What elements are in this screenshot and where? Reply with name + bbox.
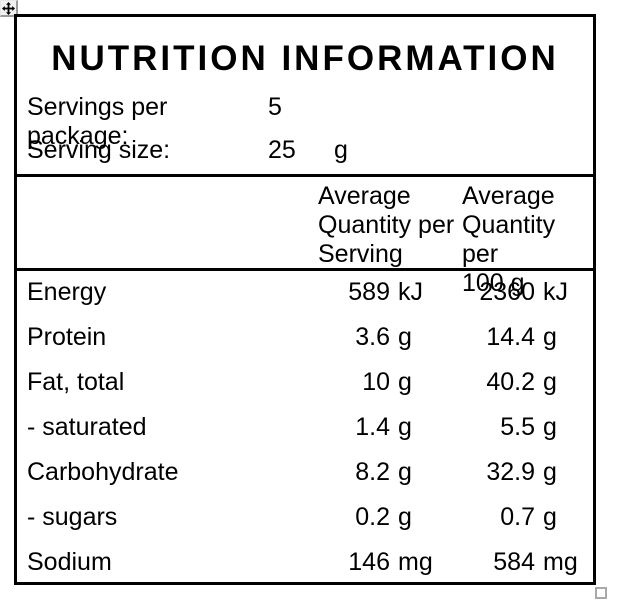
table-row-carbohydrate: Carbohydrate 8.2 g 32.9 g — [17, 451, 593, 496]
per-100g-value: 2360 — [479, 278, 535, 306]
nutrient-name: - saturated — [27, 413, 147, 441]
table-row-sugars: - sugars 0.2 g 0.7 g — [17, 496, 593, 541]
per-100g-value: 32.9 — [486, 458, 535, 486]
divider-line — [17, 174, 593, 177]
nutrient-name: Sodium — [27, 548, 112, 576]
servings-per-package-row: Servings per package: 5 — [17, 90, 593, 150]
column-header-row: Average Quantity per Serving Average Qua… — [17, 177, 593, 297]
per-serving-value: 8.2 — [355, 458, 390, 486]
per-serving-unit: g — [398, 458, 412, 486]
table-row-fat-total: Fat, total 10 g 40.2 g — [17, 361, 593, 406]
per-serving-unit: g — [398, 368, 412, 396]
per-100g-unit: g — [543, 458, 557, 486]
table-resize-handle[interactable] — [595, 587, 607, 599]
per-100g-value: 5.5 — [500, 413, 535, 441]
per-100g-value: 40.2 — [486, 368, 535, 396]
nutrient-name: - sugars — [27, 503, 118, 531]
per-serving-value: 0.2 — [355, 503, 390, 531]
per-serving-unit: g — [398, 413, 412, 441]
table-row-sodium: Sodium 146 mg 584 mg — [17, 541, 593, 582]
per-serving-value: 589 — [348, 278, 390, 306]
column-header-per-serving: Average Quantity per Serving — [318, 182, 455, 268]
per-100g-value: 14.4 — [486, 323, 535, 351]
per-serving-unit: mg — [398, 548, 433, 576]
per-100g-unit: g — [543, 503, 557, 531]
serving-size-unit: g — [334, 136, 348, 164]
table-move-arrow-icon — [2, 1, 15, 15]
per-100g-value: 0.7 — [500, 503, 535, 531]
divider-line — [17, 268, 593, 271]
per-100g-unit: mg — [543, 548, 578, 576]
nutrition-information-table: NUTRITION INFORMATION Servings per packa… — [14, 14, 596, 585]
per-100g-unit: kJ — [543, 278, 568, 306]
table-move-handle[interactable] — [0, 0, 18, 17]
column-header-per-100g: Average Quantity per 100 g — [462, 182, 556, 297]
serving-size-label: Serving size: — [27, 136, 171, 164]
per-serving-unit: kJ — [398, 278, 423, 306]
nutrient-name: Protein — [27, 323, 107, 351]
per-100g-unit: g — [543, 413, 557, 441]
per-serving-unit: g — [398, 323, 412, 351]
servings-per-package-value: 5 — [268, 93, 282, 121]
per-serving-unit: g — [398, 503, 412, 531]
per-serving-value: 10 — [362, 368, 390, 396]
nutrient-name: Fat, total — [27, 368, 125, 396]
table-row-saturated-fat: - saturated 1.4 g 5.5 g — [17, 406, 593, 451]
table-row-energy: Energy 589 kJ 2360 kJ — [17, 271, 593, 316]
servings-per-package-label: Servings per package: — [27, 93, 168, 150]
per-serving-value: 146 — [348, 548, 390, 576]
nutrient-name: Energy — [27, 278, 107, 306]
serving-size-row: Serving size: 25 g — [17, 133, 593, 174]
nutrient-name: Carbohydrate — [27, 458, 179, 486]
per-100g-unit: g — [543, 323, 557, 351]
panel-title: NUTRITION INFORMATION — [51, 38, 559, 78]
per-serving-value: 3.6 — [355, 323, 390, 351]
per-100g-unit: g — [543, 368, 557, 396]
per-100g-value: 584 — [493, 548, 535, 576]
per-serving-value: 1.4 — [355, 413, 390, 441]
table-row-protein: Protein 3.6 g 14.4 g — [17, 316, 593, 361]
serving-size-value: 25 — [268, 136, 296, 164]
